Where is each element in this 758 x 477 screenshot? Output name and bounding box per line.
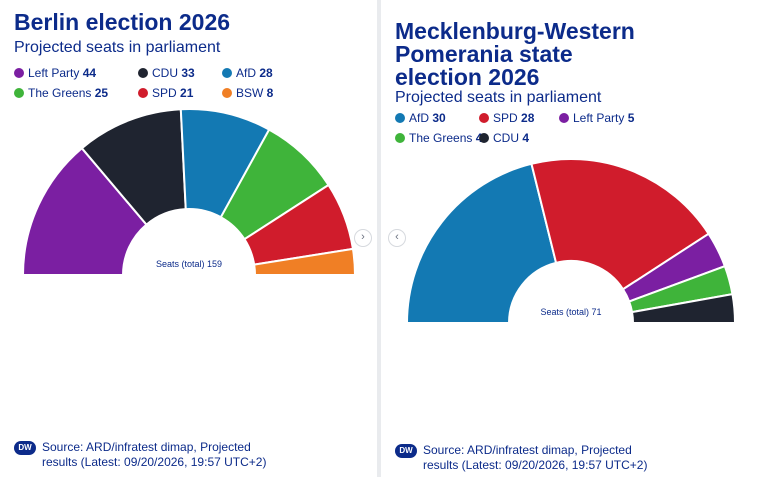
berlin-chart-card: Berlin election 2026 Projected seats in … <box>0 0 377 477</box>
legend-label: Left Party <box>28 66 83 80</box>
chart-title-line1: Mecklenburg-Western <box>395 18 635 44</box>
legend-swatch <box>479 113 489 123</box>
source-text-line2: results (Latest: 09/20/2026, 19:57 UTC+2… <box>42 455 267 469</box>
total-seats-label: Seats (total) 71 <box>540 307 601 317</box>
legend-item-bsw: BSW 8 <box>222 86 273 100</box>
legend-item-left-party: Left Party 5 <box>559 111 634 125</box>
dw-logo: DW <box>395 444 417 458</box>
chart-title-line2: Pomerania state <box>395 41 573 67</box>
legend-swatch <box>222 68 232 78</box>
legend-item-the-greens: The Greens 25 <box>14 86 108 100</box>
seat-segment-left-party <box>21 146 148 276</box>
legend-label: AfD <box>409 111 433 125</box>
legend-label: The Greens <box>28 86 95 100</box>
seat-segment-bsw <box>253 247 357 276</box>
legend-swatch <box>222 88 232 98</box>
legend-item-left-party: Left Party 44 <box>14 66 96 80</box>
legend-label: SPD <box>152 86 181 100</box>
legend-item-cdu: CDU 4 <box>479 131 529 145</box>
legend-item-afd: AfD 30 <box>395 111 446 125</box>
legend-swatch <box>395 133 405 143</box>
source-footer: DW Source: ARD/infratest dimap, Projecte… <box>14 440 266 470</box>
total-seats-label: Seats (total) 159 <box>156 259 222 269</box>
seat-segment-cdu <box>630 292 737 324</box>
parliament-chart: Seats (total) 159 <box>21 108 357 276</box>
chart-subtitle: Projected seats in parliament <box>395 89 602 106</box>
legend-swatch <box>138 88 148 98</box>
parliament-chart: Seats (total) 71 <box>405 158 737 324</box>
legend-value: 25 <box>94 86 109 100</box>
legend-swatch <box>14 68 24 78</box>
legend-label: The Greens <box>409 131 476 145</box>
legend-value: 4 <box>522 131 530 145</box>
legend-value: 30 <box>432 111 446 125</box>
legend-swatch <box>559 113 569 123</box>
source-text: Source: ARD/infratest dimap, Projected <box>42 440 251 454</box>
chart-title-line3: election 2026 <box>395 64 540 90</box>
legend-item-spd: SPD 21 <box>138 86 193 100</box>
legend-item-cdu: CDU 33 <box>138 66 195 80</box>
legend-value: 21 <box>180 86 194 100</box>
legend-label: Left Party <box>573 111 628 125</box>
legend-swatch <box>14 88 24 98</box>
legend-value: 33 <box>181 66 195 80</box>
legend-label: CDU <box>152 66 182 80</box>
seat-segment-spd <box>530 158 710 291</box>
prev-slide-button[interactable]: ‹ <box>388 229 406 247</box>
legend-item-the-greens: The Greens 4 <box>395 131 482 145</box>
legend-label: BSW <box>236 86 267 100</box>
legend-swatch <box>395 113 405 123</box>
mv-chart-card: Mecklenburg-Western Pomerania state elec… <box>381 0 758 477</box>
next-slide-button[interactable]: › <box>354 229 372 247</box>
legend-label: CDU <box>493 131 523 145</box>
source-text-line2: results (Latest: 09/20/2026, 19:57 UTC+2… <box>423 458 648 472</box>
source-footer: DW Source: ARD/infratest dimap, Projecte… <box>395 443 647 473</box>
chart-title: Berlin election 2026 <box>14 9 231 35</box>
legend-value: 44 <box>82 66 97 80</box>
legend-item-afd: AfD 28 <box>222 66 273 80</box>
legend-item-spd: SPD 28 <box>479 111 534 125</box>
legend-label: SPD <box>493 111 522 125</box>
legend-value: 28 <box>259 66 273 80</box>
legend-swatch <box>138 68 148 78</box>
legend-label: AfD <box>236 66 260 80</box>
dw-logo: DW <box>14 441 36 455</box>
chart-subtitle: Projected seats in parliament <box>14 39 221 56</box>
legend-swatch <box>479 133 489 143</box>
source-text: Source: ARD/infratest dimap, Projected <box>423 443 632 457</box>
legend-value: 8 <box>266 86 274 100</box>
legend-value: 28 <box>521 111 535 125</box>
legend-value: 5 <box>627 111 635 125</box>
seat-segment-afd <box>405 162 558 324</box>
